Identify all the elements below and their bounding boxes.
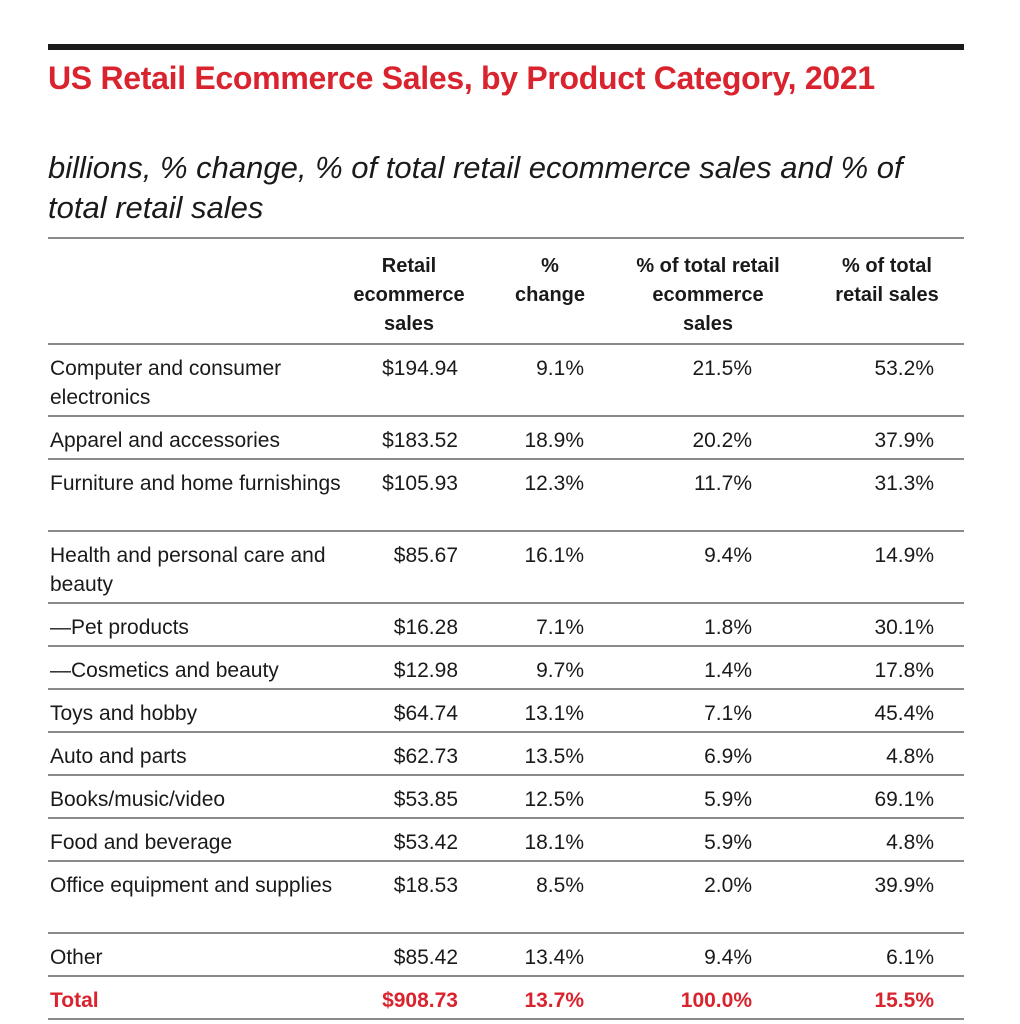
row-category: Furniture and home furnishings <box>50 472 341 495</box>
chart-subtitle: billions, % change, % of total retail ec… <box>48 150 903 225</box>
table-row: —Pet products $16.28 7.1% 1.8% 30.1% <box>48 604 964 647</box>
row-pct-retail: 37.9% <box>874 429 934 452</box>
header-sales: Retail ecommerce sales <box>353 255 465 335</box>
row-change: 12.3% <box>524 472 584 495</box>
table-row: Health and personal care and beauty $85.6… <box>48 532 964 604</box>
header-pct-ecommerce: % of total retail ecommerce sales <box>636 255 780 335</box>
row-pct-ecommerce: 6.9% <box>704 745 752 768</box>
table-body: Computer and consumer electronics $194.94… <box>48 345 964 1020</box>
row-pct-ecommerce: 9.4% <box>704 946 752 969</box>
row-sales: $194.94 <box>382 357 458 380</box>
row-change: 13.4% <box>524 946 584 969</box>
chart-title: US Retail Ecommerce Sales, by Product Ca… <box>48 60 875 96</box>
row-change: 18.1% <box>524 831 584 854</box>
table-row: Auto and parts $62.73 13.5% 6.9% 4.8% <box>48 733 964 776</box>
row-sales: $53.85 <box>393 788 458 811</box>
row-pct-retail: 39.9% <box>874 874 934 897</box>
row-change: 7.1% <box>536 616 584 639</box>
row-category: Total <box>50 989 99 1012</box>
row-change: 13.5% <box>524 745 584 768</box>
table-row: Furniture and home furnishings $105.93 12.… <box>48 460 964 532</box>
row-change: 8.5% <box>536 874 584 897</box>
row-pct-retail: 17.8% <box>874 659 934 682</box>
row-sales: $183.52 <box>382 429 458 452</box>
row-category: Computer and consumer electronics <box>50 357 282 409</box>
table-row: Apparel and accessories $183.52 18.9% 20.2%… <box>48 417 964 460</box>
row-pct-retail: 69.1% <box>874 788 934 811</box>
row-sales: $18.53 <box>393 874 458 897</box>
row-sales: $62.73 <box>393 745 458 768</box>
row-sales: $64.74 <box>393 702 458 725</box>
row-category: Office equipment and supplies <box>50 874 333 897</box>
row-sales: $12.98 <box>393 659 458 682</box>
row-category: Auto and parts <box>50 745 187 768</box>
row-pct-ecommerce: 5.9% <box>704 831 752 854</box>
header-pct-retail: % of total retail sales <box>835 255 939 306</box>
row-pct-ecommerce: 2.0% <box>704 874 752 897</box>
row-sales: $85.42 <box>393 946 458 969</box>
row-pct-ecommerce: 11.7% <box>694 472 752 495</box>
row-pct-retail: 53.2% <box>874 357 934 380</box>
table-row: Computer and consumer electronics $194.94… <box>48 345 964 417</box>
row-pct-ecommerce: 100.0% <box>680 989 752 1012</box>
header-change: % change <box>514 255 586 306</box>
row-sales: $16.28 <box>393 616 458 639</box>
row-pct-ecommerce: 20.2% <box>692 429 752 452</box>
row-category: Books/music/video <box>50 788 226 811</box>
row-pct-ecommerce: 21.5% <box>692 357 752 380</box>
row-category: Apparel and accessories <box>50 429 280 452</box>
row-category: —Cosmetics and beauty <box>50 659 279 682</box>
row-category: Toys and hobby <box>50 702 198 725</box>
table-row: Toys and hobby $64.74 13.1% 7.1% 45.4% <box>48 690 964 733</box>
row-pct-retail: 30.1% <box>874 616 934 639</box>
row-pct-retail: 6.1% <box>886 946 934 969</box>
row-change: 13.7% <box>524 989 584 1012</box>
row-change: 9.1% <box>536 357 584 380</box>
row-pct-retail: 15.5% <box>874 989 934 1012</box>
row-pct-ecommerce: 5.9% <box>704 788 752 811</box>
row-pct-ecommerce: 9.4% <box>704 544 752 567</box>
table-header: Retail ecommerce sales % change % of tot… <box>48 239 964 345</box>
table-row: Books/music/video $53.85 12.5% 5.9% 69.1% <box>48 776 964 819</box>
table-row: Office equipment and supplies $18.53 8.5% 2… <box>48 862 964 934</box>
row-pct-ecommerce: 1.8% <box>704 616 752 639</box>
row-pct-retail: 14.9% <box>874 544 934 567</box>
row-category: —Pet products <box>50 616 189 639</box>
table-row-total: Total $908.73 13.7% 100.0% 15.5% <box>48 977 964 1020</box>
row-category: Other <box>50 946 103 969</box>
row-change: 13.1% <box>524 702 584 725</box>
data-table: Retail ecommerce sales % change % of tot… <box>48 237 964 1020</box>
row-change: 9.7% <box>536 659 584 682</box>
row-pct-retail: 4.8% <box>886 831 934 854</box>
table-row: —Cosmetics and beauty $12.98 9.7% 1.4% 17.8% <box>48 647 964 690</box>
row-category: Health and personal care and beauty <box>50 544 326 596</box>
row-change: 16.1% <box>524 544 584 567</box>
row-category: Food and beverage <box>50 831 233 854</box>
row-change: 12.5% <box>524 788 584 811</box>
row-sales: $908.73 <box>382 989 458 1012</box>
table-row: Food and beverage $53.42 18.1% 5.9% 4.8% <box>48 819 964 862</box>
row-change: 18.9% <box>524 429 584 452</box>
row-sales: $85.67 <box>393 544 458 567</box>
row-pct-retail: 45.4% <box>874 702 934 725</box>
row-pct-retail: 4.8% <box>886 745 934 768</box>
row-sales: $53.42 <box>393 831 458 854</box>
row-pct-ecommerce: 1.4% <box>704 659 752 682</box>
top-rule <box>48 44 964 50</box>
row-sales: $105.93 <box>382 472 458 495</box>
row-pct-retail: 31.3% <box>874 472 934 495</box>
row-pct-ecommerce: 7.1% <box>704 702 752 725</box>
table-row: Other $85.42 13.4% 9.4% 6.1% <box>48 934 964 977</box>
